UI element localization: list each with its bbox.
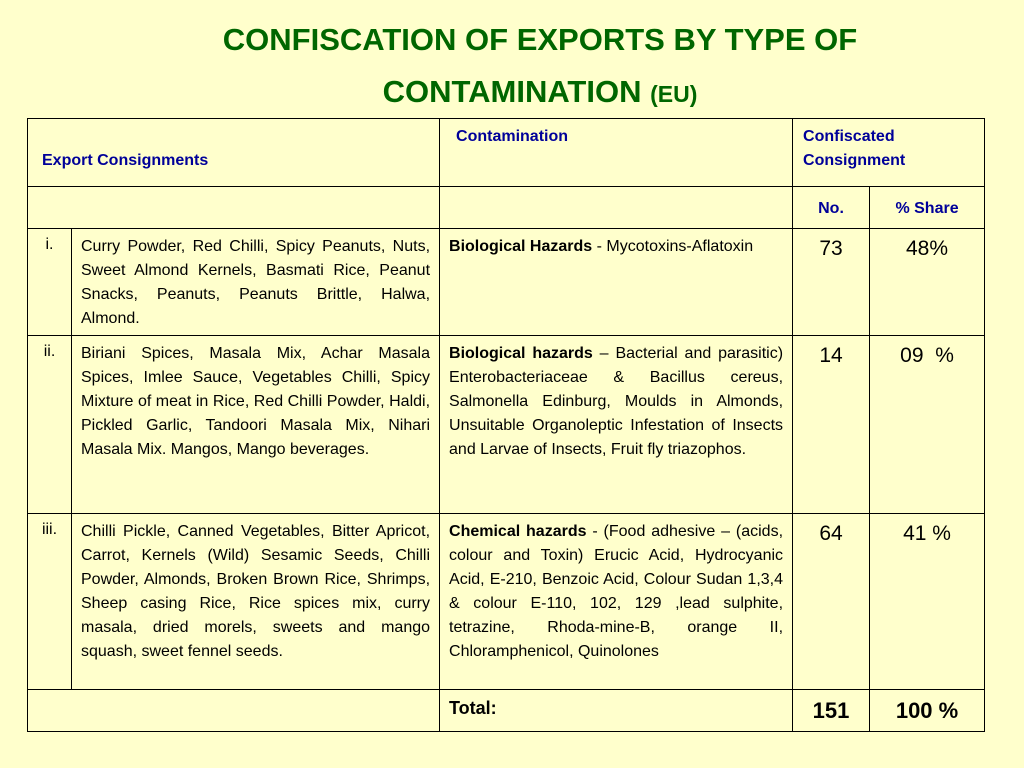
row-consignments: Chilli Pickle, Canned Vegetables, Bitter… xyxy=(70,513,441,690)
row-hazard-detail: – Bacterial and parasitic) Enterobacteri… xyxy=(449,345,784,458)
total-row: Total: 151 100 % xyxy=(26,689,986,732)
row-contamination: Chemical hazards - (Food adhesive – (aci… xyxy=(439,513,794,690)
row-consignments: Curry Powder, Red Chilli, Spicy Peanuts,… xyxy=(70,228,441,336)
contamination-table: Export Consignments Contamination Confis… xyxy=(26,118,986,732)
total-share: 100 % xyxy=(869,689,986,732)
row-share: 48% xyxy=(869,228,986,336)
subheader-empty-2 xyxy=(439,186,794,229)
title-line-2-text: CONTAMINATION xyxy=(382,74,642,109)
header-confiscated: Confiscated Consignment xyxy=(792,118,986,187)
row-hazard-type: Chemical hazards xyxy=(449,523,587,540)
row-no: 64 xyxy=(792,513,871,690)
row-share: 41 % xyxy=(869,513,986,690)
title-line-1: CONFISCATION OF EXPORTS BY TYPE OF xyxy=(222,22,858,57)
row-hazard-type: Biological Hazards xyxy=(449,238,593,255)
table-row: ii. Biriani Spices, Masala Mix, Achar Ma… xyxy=(27,335,986,514)
page-title: CONFISCATION OF EXPORTS BY TYPE OF CONTA… xyxy=(150,14,930,120)
title-suffix: (EU) xyxy=(650,81,698,107)
row-consignments: Biriani Spices, Masala Mix, Achar Masala… xyxy=(70,335,441,514)
row-share: 09 % xyxy=(869,335,986,514)
row-contamination: Biological hazards – Bacterial and paras… xyxy=(439,335,794,514)
header-no: No. xyxy=(792,186,871,229)
total-no: 151 xyxy=(792,689,871,732)
row-index: ii. xyxy=(27,335,72,514)
row-no: 73 xyxy=(792,228,871,336)
row-index: i. xyxy=(27,228,72,336)
subheader-row: No. % Share xyxy=(26,186,986,229)
title-line-2: CONTAMINATION (EU) xyxy=(150,66,930,120)
table-row: i. Curry Powder, Red Chilli, Spicy Peanu… xyxy=(27,228,986,336)
header-row: Export Consignments Contamination Confis… xyxy=(26,118,986,187)
table-row: iii. Chilli Pickle, Canned Vegetables, B… xyxy=(27,513,986,690)
header-export-consignments: Export Consignments xyxy=(26,118,441,187)
subheader-empty-1 xyxy=(26,186,441,229)
row-no: 14 xyxy=(792,335,871,514)
total-label: Total: xyxy=(439,689,794,732)
header-contamination: Contamination xyxy=(439,118,794,187)
row-hazard-detail: - Mycotoxins-Aflatoxin xyxy=(592,238,754,255)
header-share: % Share xyxy=(869,186,986,229)
total-empty xyxy=(26,689,441,732)
row-hazard-detail: - (Food adhesive – (acids, colour and To… xyxy=(449,523,784,660)
row-hazard-type: Biological hazards xyxy=(449,345,593,362)
row-index: iii. xyxy=(27,513,72,690)
row-contamination: Biological Hazards - Mycotoxins-Aflatoxi… xyxy=(439,228,794,336)
